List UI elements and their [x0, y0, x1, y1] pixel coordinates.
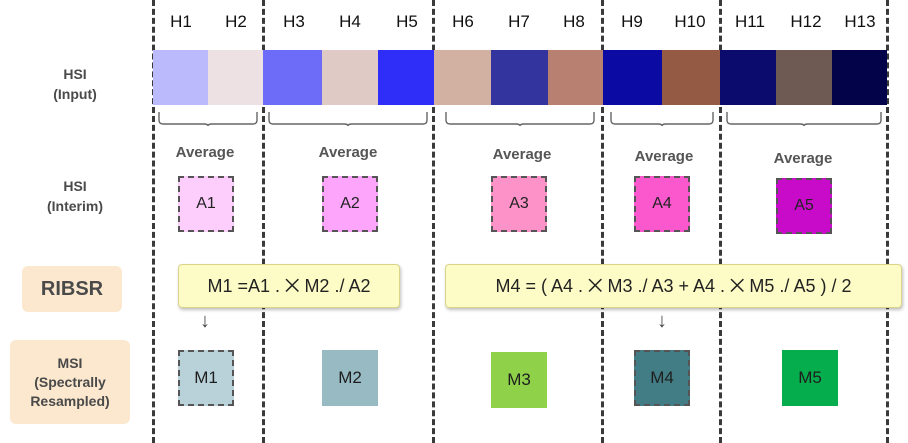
band-swatch-h10	[662, 50, 720, 105]
band-swatch-h2	[208, 50, 263, 105]
band-swatch-h3	[263, 50, 322, 105]
average-label-2: Average	[318, 144, 378, 161]
interim-box-label: A3	[509, 195, 529, 212]
band-label-h9: H9	[621, 12, 643, 31]
interim-box-label: A5	[794, 197, 814, 214]
interim-box-a5: A5	[776, 178, 832, 234]
interim-box-a2: A2	[322, 176, 378, 232]
band-swatch-h13	[832, 50, 887, 105]
band-swatch-h9	[603, 50, 662, 105]
down-arrow-icon: ↓	[657, 310, 667, 332]
row-label-hsi-input: HSI (Input)	[30, 64, 120, 104]
msi-box-label: M4	[650, 368, 674, 387]
band-swatch-h12	[776, 50, 832, 105]
row-label-line: (Input)	[53, 86, 97, 102]
msi-box-m2: M2	[322, 350, 378, 406]
msi-box-label: M5	[798, 368, 822, 387]
band-label-h1: H1	[170, 12, 192, 31]
band-label-h2: H2	[225, 12, 247, 31]
group-divider	[152, 0, 155, 443]
msi-box-label: M1	[194, 368, 218, 387]
row-label-line: HSI	[63, 178, 87, 194]
average-label-5: Average	[773, 150, 833, 167]
band-swatch-h8	[548, 50, 603, 105]
band-label-h13: H13	[844, 12, 876, 31]
group-divider	[719, 0, 722, 443]
interim-box-a1: A1	[178, 176, 234, 232]
row-label-line: HSI	[63, 66, 87, 82]
formula-m4: M4 = ( A4 . ⨉ M3 ./ A3 + A4 . ⨉ M5 ./ A5…	[445, 264, 902, 308]
interim-box-label: A2	[340, 195, 360, 212]
row-label-line: Resampled)	[30, 392, 110, 409]
msi-box-label: M3	[507, 370, 531, 389]
band-label-h5: H5	[396, 12, 418, 31]
band-label-h11: H11	[735, 12, 765, 31]
row-label-line: (Interim)	[47, 198, 103, 214]
group-divider	[432, 0, 435, 443]
band-label-h12: H12	[790, 12, 822, 31]
group-brace-4	[610, 112, 714, 126]
band-label-h4: H4	[339, 12, 361, 31]
band-swatch-h6	[434, 50, 491, 105]
band-label-h8: H8	[563, 12, 585, 31]
row-label-msi: MSI (Spectrally Resampled)	[10, 340, 130, 424]
interim-box-a4: A4	[634, 176, 690, 232]
band-label-h3: H3	[283, 12, 305, 31]
band-label-h7: H7	[508, 12, 530, 31]
band-label-h10: H10	[674, 12, 706, 31]
down-arrow-icon: ↓	[200, 310, 210, 332]
band-label-h6: H6	[452, 12, 474, 31]
band-swatch-h7	[491, 50, 548, 105]
band-swatch-h4	[322, 50, 378, 105]
interim-box-label: A1	[196, 195, 216, 212]
row-label-line: MSI	[57, 354, 83, 371]
group-brace-5	[726, 112, 882, 126]
msi-box-m1: M1	[178, 350, 234, 406]
band-swatch-h11	[720, 50, 776, 105]
band-swatch-h5	[378, 50, 434, 105]
group-divider	[601, 0, 604, 443]
average-label-1: Average	[175, 144, 235, 161]
row-label-ribsr: RIBSR	[22, 266, 122, 312]
row-label-hsi-interim: HSI (Interim)	[30, 176, 120, 216]
formula-m1: M1 =A1 . ⨉ M2 ./ A2	[178, 264, 400, 308]
msi-box-m4: M4	[634, 350, 690, 406]
group-brace-1	[158, 112, 258, 126]
group-divider	[262, 0, 265, 443]
interim-box-label: A4	[652, 195, 672, 212]
band-swatch-h1	[153, 50, 208, 105]
average-label-3: Average	[492, 146, 552, 163]
interim-box-a3: A3	[491, 176, 547, 232]
group-brace-2	[268, 112, 428, 126]
msi-box-m3: M3	[491, 352, 547, 408]
row-label-line: (Spectrally	[34, 373, 106, 390]
group-divider	[886, 0, 889, 443]
msi-box-m5: M5	[782, 350, 838, 406]
average-label-4: Average	[634, 148, 694, 165]
msi-box-label: M2	[338, 368, 362, 387]
group-brace-3	[445, 112, 595, 126]
